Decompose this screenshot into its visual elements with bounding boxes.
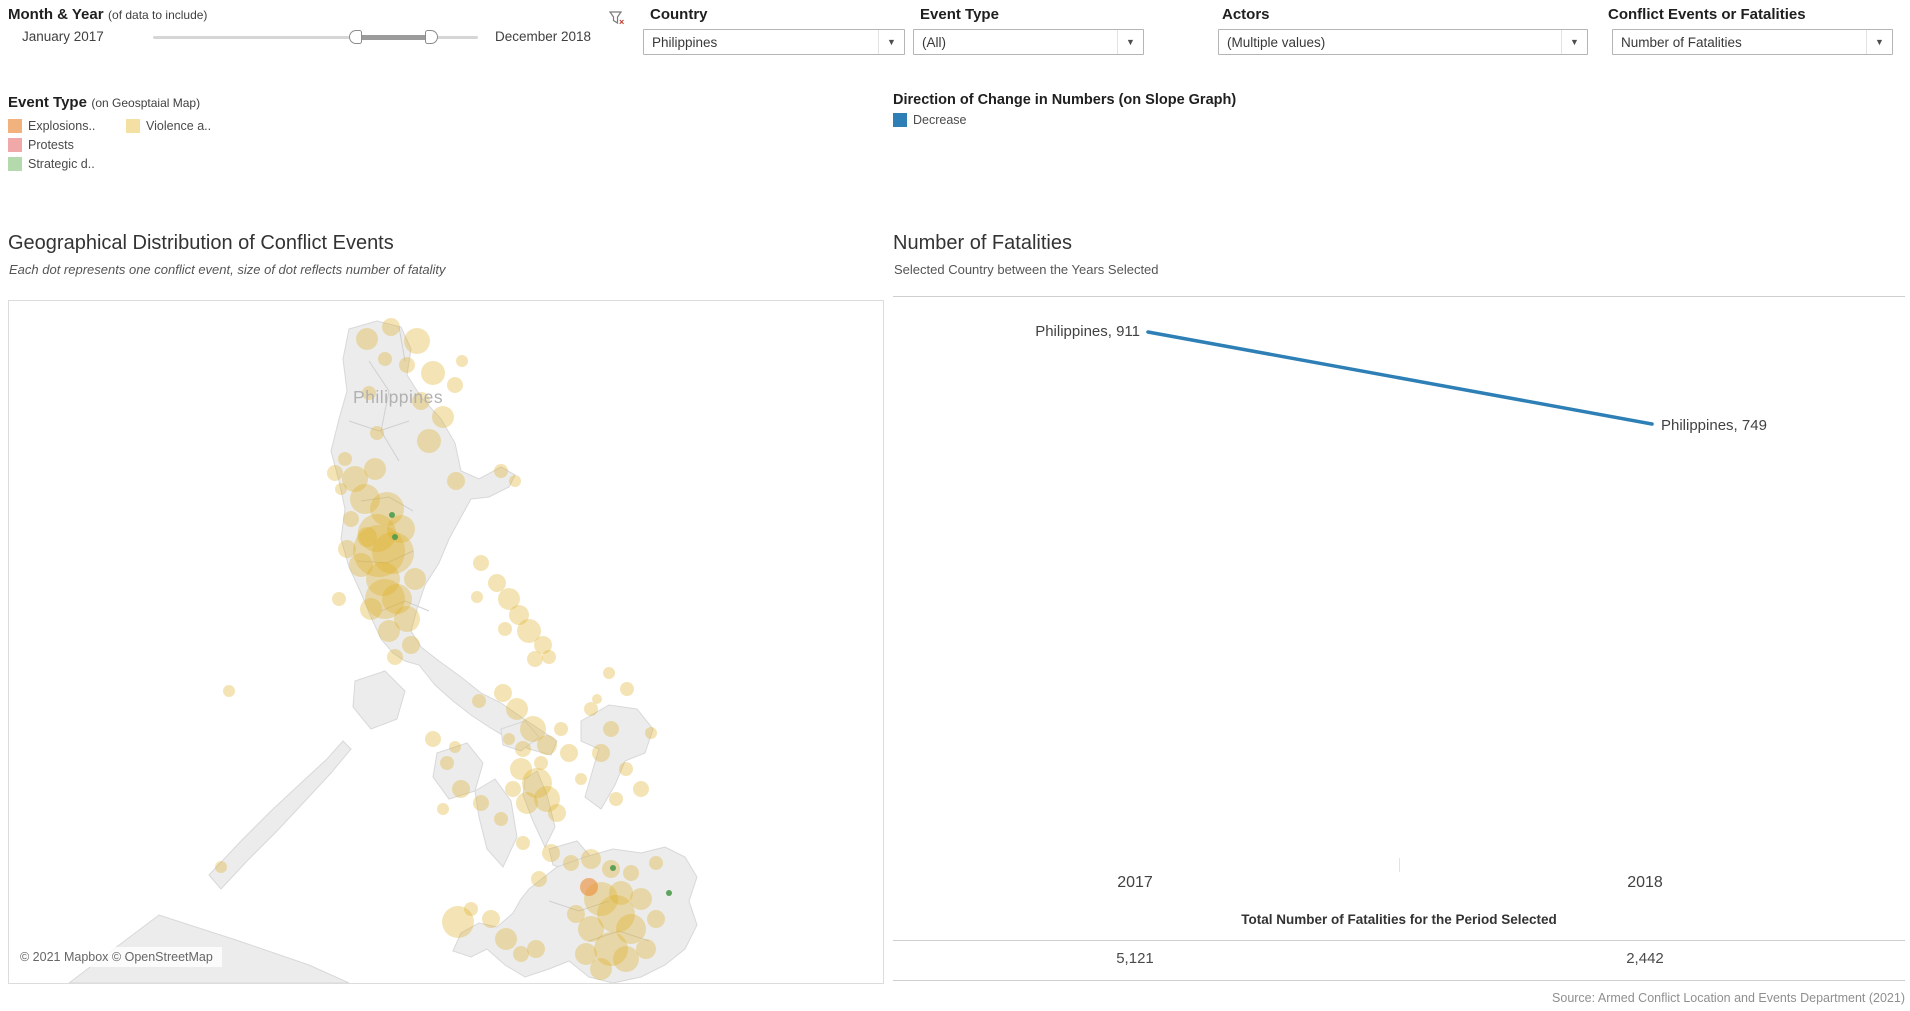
protests-swatch	[8, 137, 22, 152]
slider-handle-right[interactable]	[425, 30, 438, 44]
event-type-legend-title: Event Type	[8, 94, 87, 111]
slider-track[interactable]	[153, 36, 478, 39]
strategic-swatch	[8, 156, 22, 171]
totals-table-caption: Total Number of Fatalities for the Perio…	[1241, 912, 1557, 927]
event-type-legend: Event Type (on Geosptaial Map) Explosion…	[8, 94, 244, 173]
slider-selected-range[interactable]	[355, 35, 432, 40]
legend-label: Explosions..	[28, 118, 96, 133]
axis-year-2017: 2017	[1117, 874, 1153, 891]
metric-dropdown-value: Number of Fatalities	[1621, 34, 1742, 50]
slope-label-2017: Philippines, 911	[1035, 323, 1140, 340]
direction-legend: Direction of Change in Numbers (on Slope…	[893, 92, 1236, 127]
country-dropdown[interactable]: Philippines ▼	[643, 29, 905, 55]
slope-top-rule	[893, 296, 1905, 297]
axis-year-2018: 2018	[1627, 874, 1663, 891]
actors-dropdown[interactable]: (Multiple values) ▼	[1218, 29, 1588, 55]
conflict-event-dots	[215, 318, 672, 980]
actors-dropdown-value: (Multiple values)	[1227, 34, 1326, 50]
actors-filter-label: Actors	[1222, 6, 1270, 23]
totals-rule-bottom	[893, 980, 1905, 981]
decrease-swatch	[893, 113, 907, 127]
slope-chart	[1146, 330, 1654, 426]
total-2017-value: 5,121	[1116, 950, 1154, 967]
legend-label: Protests	[28, 137, 74, 152]
totals-rule-top	[893, 940, 1905, 941]
map-panel-title: Geographical Distribution of Conflict Ev…	[8, 232, 394, 254]
event-type-filter-label: Event Type	[920, 6, 999, 23]
event-type-dropdown-value: (All)	[922, 34, 946, 50]
country-filter-label: Country	[650, 6, 708, 23]
slider-handle-left[interactable]	[349, 30, 362, 44]
slope-line-decrease[interactable]	[1146, 330, 1654, 426]
source-credit: Source: Armed Conflict Location and Even…	[1552, 991, 1905, 1005]
philippines-map-svg	[68, 318, 698, 983]
legend-item-decrease[interactable]: Decrease	[893, 113, 1236, 127]
explosions-swatch	[8, 118, 22, 133]
month-year-filter-label: Month & Year (of data to include)	[8, 6, 207, 24]
legend-item-protests[interactable]: Protests	[8, 135, 126, 154]
chevron-down-icon[interactable]: ▼	[1561, 30, 1587, 54]
violence-swatch	[126, 118, 140, 133]
slope-panel-subtitle: Selected Country between the Years Selec…	[894, 262, 1159, 277]
legend-label: Violence a..	[146, 118, 212, 133]
country-dropdown-value: Philippines	[652, 34, 718, 50]
slope-panel-title: Number of Fatalities	[893, 232, 1072, 254]
range-start-label: January 2017	[22, 29, 104, 44]
legend-item-violence[interactable]: Violence a..	[126, 116, 244, 135]
legend-label: Strategic d..	[28, 156, 95, 171]
legend-label: Decrease	[913, 113, 967, 127]
metric-dropdown[interactable]: Number of Fatalities ▼	[1612, 29, 1893, 55]
geographic-map[interactable]: Philippines © 2021 Mapbox © OpenStreetMa…	[8, 300, 884, 984]
total-2018-value: 2,442	[1626, 950, 1664, 967]
legend-item-explosions[interactable]: Explosions..	[8, 116, 126, 135]
legend-item-strategic[interactable]: Strategic d..	[8, 154, 126, 173]
slope-label-2018: Philippines, 749	[1661, 417, 1767, 434]
month-year-note: (of data to include)	[108, 8, 208, 22]
event-type-dropdown[interactable]: (All) ▼	[913, 29, 1144, 55]
month-year-label: Month & Year	[8, 6, 104, 23]
filter-exclude-icon[interactable]: ×	[608, 9, 626, 27]
svg-text:×: ×	[619, 17, 624, 27]
direction-legend-title: Direction of Change in Numbers (on Slope…	[893, 92, 1237, 108]
chevron-down-icon[interactable]: ▼	[878, 30, 904, 54]
event-type-legend-note: (on Geosptaial Map)	[91, 96, 201, 110]
chevron-down-icon[interactable]: ▼	[1117, 30, 1143, 54]
map-attribution: © 2021 Mapbox © OpenStreetMap	[11, 947, 222, 967]
map-panel-subtitle: Each dot represents one conflict event, …	[9, 262, 446, 277]
month-year-range-slider[interactable]	[153, 28, 478, 46]
admin-borders	[348, 326, 650, 942]
chevron-down-icon[interactable]: ▼	[1866, 30, 1892, 54]
year-column-divider	[1399, 858, 1400, 872]
metric-filter-label: Conflict Events or Fatalities	[1608, 6, 1806, 23]
map-country-label: Philippines	[353, 387, 444, 407]
range-end-label: December 2018	[495, 29, 592, 44]
